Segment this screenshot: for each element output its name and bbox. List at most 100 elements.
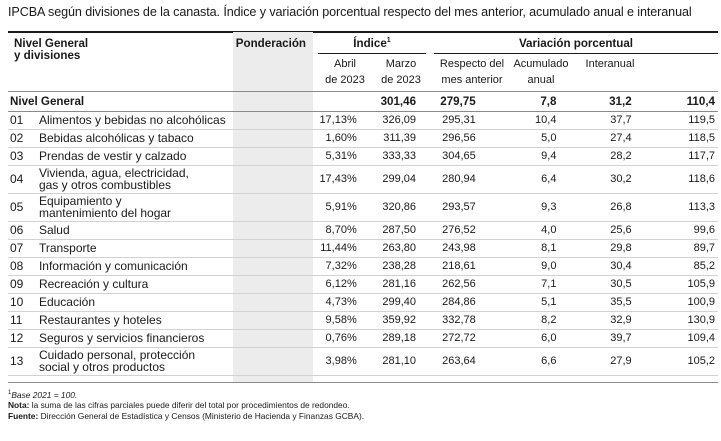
row-division-name: Equipamiento y mantenimiento del hogar [38, 193, 260, 222]
row-division-name: Cuidado personal, protección social y otr… [38, 347, 260, 376]
table-row: 03 Prendas de vestir y calzado 5,31% 333,33… [8, 147, 718, 166]
row-march-index: 304,65 [416, 147, 476, 166]
row-code: 05 [8, 193, 39, 222]
row-division-name-line: Alimentos y bebidas no alcohólicas [38, 112, 226, 127]
row-division-name: Transporte [38, 239, 260, 258]
total-april: 301,46 [360, 92, 417, 112]
row-april-index: 287,50 [360, 221, 417, 240]
row-monthly-variation: 8,1 [475, 239, 557, 258]
row-monthly-variation: 10,4 [475, 111, 557, 130]
total-interannual: 110,4 [631, 92, 718, 112]
row-weight: 4,73% [259, 293, 361, 312]
row-april-index: 320,86 [360, 193, 417, 222]
row-monthly-variation: 6,4 [475, 165, 557, 194]
row-code: 01 [8, 111, 39, 130]
row-april-index: 311,39 [360, 129, 417, 148]
row-division-name: Restaurantes y hoteles [38, 311, 260, 330]
sub-monthly: Respecto del mes anterior [439, 58, 505, 86]
row-interannual-variation: 105,2 [631, 347, 718, 376]
row-interannual-variation: 85,2 [631, 257, 718, 276]
row-cumulative-variation: 27,9 [556, 347, 632, 376]
row-monthly-variation: 7,1 [475, 275, 557, 294]
row-march-index: 243,98 [416, 239, 476, 258]
row-march-index: 295,31 [416, 111, 476, 130]
row-division-name: Educación [38, 293, 260, 312]
table-body: Nivel General 301,46 279,75 7,8 31,2 110… [8, 92, 718, 376]
row-division-name: Vivienda, agua, electricidad, gas y otros… [38, 165, 260, 194]
row-march-index: 296,56 [416, 129, 476, 148]
row-april-index: 359,92 [360, 311, 417, 330]
row-april-index: 333,33 [360, 147, 417, 166]
row-division-name-line: mantenimiento del hogar [38, 206, 172, 220]
row-division-name: Alimentos y bebidas no alcohólicas [38, 111, 260, 130]
row-division-name: Prendas de vestir y calzado [38, 147, 260, 166]
row-division-name-line: Transporte [38, 240, 97, 255]
row-april-index: 289,18 [360, 329, 417, 348]
row-march-index: 284,86 [416, 293, 476, 312]
sub-interannual: Interanual [585, 58, 635, 70]
row-code: 11 [8, 311, 39, 330]
row-weight: 6,12% [259, 275, 361, 294]
variation-group-rule [434, 53, 718, 54]
row-march-index: 218,61 [416, 257, 476, 276]
row-march-index: 272,72 [416, 329, 476, 348]
row-division-name: Bebidas alcohólicas y tabaco [38, 129, 260, 148]
row-cumulative-variation: 26,8 [556, 193, 632, 222]
base-note: 1Base 2021 = 100. [8, 389, 78, 400]
table-row: 04 Vivienda, agua, electricidad, gas y otr… [8, 165, 718, 194]
sub-april: Abril de 2023 [325, 58, 365, 86]
table-row: 09 Recreación y cultura 6,12% 281,16 262,56 7… [8, 275, 718, 294]
row-weight: 8,70% [259, 221, 361, 240]
table-row: 07 Transporte 11,44% 263,80 243,98 8,1 29,8 89,… [8, 239, 718, 258]
row-division-name-line: Educación [38, 294, 95, 309]
row-interannual-variation: 109,4 [631, 329, 718, 348]
row-april-index: 326,09 [360, 111, 417, 130]
index-group-rule [318, 53, 426, 54]
row-april-index: 299,04 [360, 165, 417, 194]
row-monthly-variation: 9,3 [475, 193, 557, 222]
row-weight: 11,44% [259, 239, 361, 258]
header-index-footnote-mark: 1 [386, 37, 391, 45]
row-weight: 9,58% [259, 311, 361, 330]
source-note: Fuente: Dirección General de Estadística… [8, 410, 365, 421]
row-monthly-variation: 5,1 [475, 293, 557, 312]
row-weight: 17,13% [259, 111, 361, 130]
row-division-name-line: social y otros productos [38, 360, 166, 374]
row-monthly-variation: 9,0 [475, 257, 557, 276]
row-april-index: 281,16 [360, 275, 417, 294]
row-interannual-variation: 105,9 [631, 275, 718, 294]
row-interannual-variation: 118,6 [631, 165, 718, 194]
table-row: 13 Cuidado personal, protección social y o… [8, 347, 718, 376]
row-march-index: 262,56 [416, 275, 476, 294]
row-weight: 7,32% [259, 257, 361, 276]
table-row: 12 Seguros y servicios financieros 0,76% 28… [8, 329, 718, 348]
row-division-name-line: Prendas de vestir y calzado [38, 148, 187, 163]
row-weight: 3,98% [259, 347, 361, 376]
row-weight: 5,91% [259, 193, 361, 222]
row-weight: 5,31% [259, 147, 361, 166]
row-interannual-variation: 113,3 [631, 193, 718, 222]
table-row: 01 Alimentos y bebidas no alcohólicas 17,1… [8, 111, 718, 130]
row-interannual-variation: 100,9 [631, 293, 718, 312]
row-interannual-variation: 119,5 [631, 111, 718, 130]
row-cumulative-variation: 25,6 [556, 221, 632, 240]
row-division-name: Seguros y servicios financieros [38, 329, 260, 348]
row-interannual-variation: 99,6 [631, 221, 718, 240]
row-division-name-line: Información y comunicación [38, 258, 188, 273]
row-cumulative-variation: 39,7 [556, 329, 632, 348]
row-division-name: Salud [38, 221, 260, 240]
total-cumulative: 31,2 [556, 92, 632, 112]
table-row: 08 Información y comunicación 7,32% 238,28 2… [8, 257, 718, 276]
sub-cumulative: Acumulado anual [513, 58, 569, 86]
total-monthly: 7,8 [475, 92, 557, 112]
header-name-line2: y divisiones [14, 49, 81, 62]
row-division-name-line: Salud [38, 222, 70, 237]
row-cumulative-variation: 32,9 [556, 311, 632, 330]
header-bottom-rule [8, 91, 718, 92]
sub-march: Marzo de 2023 [381, 58, 421, 86]
row-code: 02 [8, 129, 39, 148]
rounding-note: Nota: la suma de las cifras parciales pu… [8, 400, 350, 411]
header-variation: Variación porcentual [518, 37, 634, 50]
row-interannual-variation: 89,7 [631, 239, 718, 258]
row-division-name: Recreación y cultura [38, 275, 260, 294]
